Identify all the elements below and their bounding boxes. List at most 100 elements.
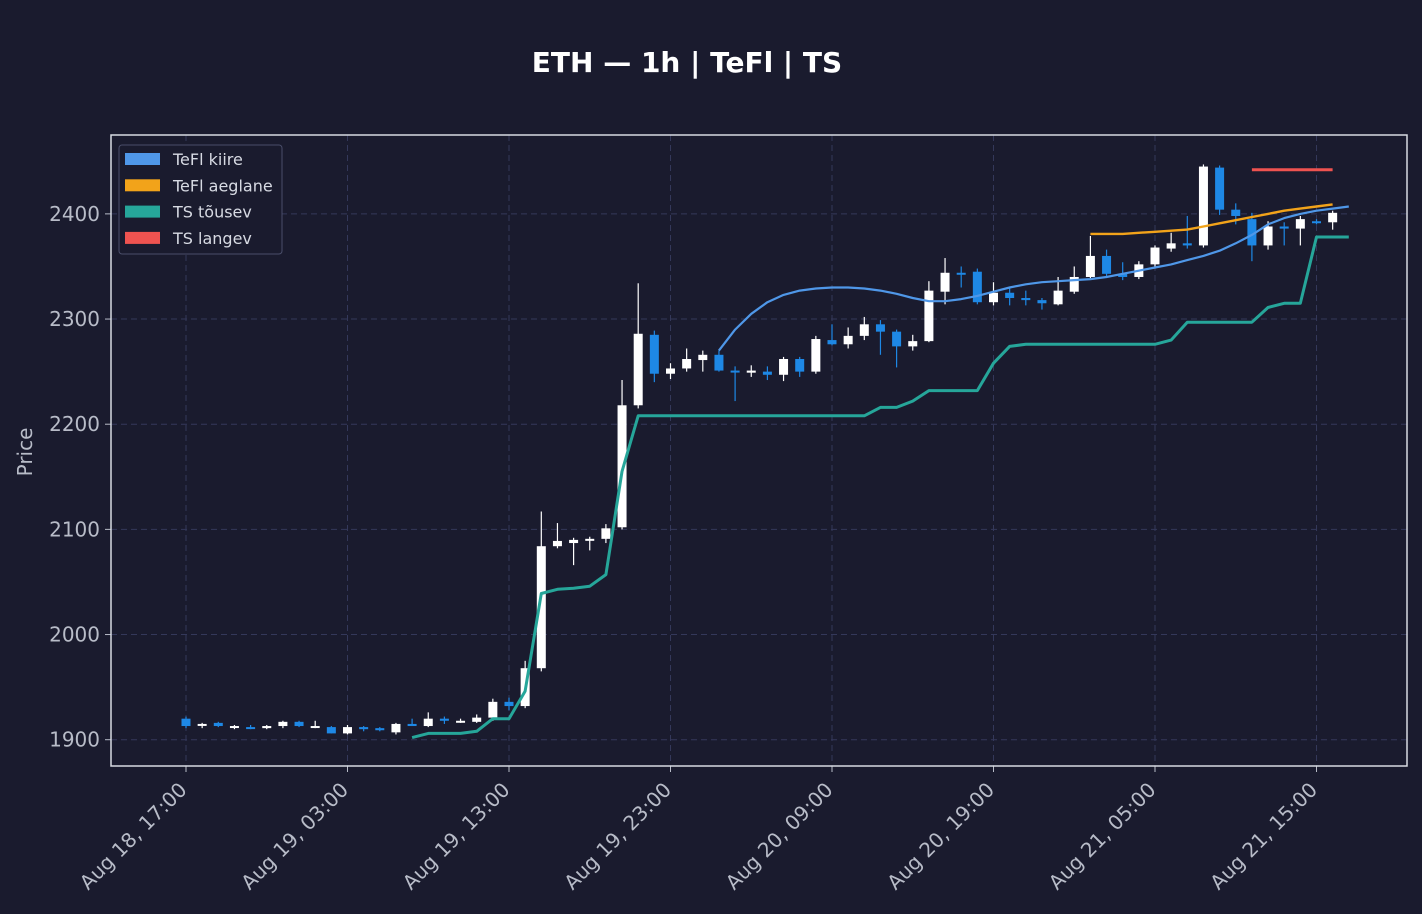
candle-body [827, 340, 837, 345]
legend-label: TS tõusev [172, 203, 252, 222]
candle-body [1295, 219, 1305, 229]
candle [1085, 235, 1095, 279]
candle-body [601, 528, 611, 539]
candle-body [875, 324, 885, 332]
candle-body [197, 723, 207, 726]
candle [1166, 232, 1176, 252]
candle-body [229, 726, 239, 729]
candle [617, 380, 627, 530]
ts-up-line [411, 235, 1349, 740]
candle-body [456, 720, 466, 723]
candle [504, 697, 514, 711]
candle [859, 316, 869, 341]
y-tick-label: 2100 [49, 517, 100, 541]
candle [1182, 215, 1192, 249]
candle-body [1247, 219, 1257, 246]
y-axis-label: Price [13, 428, 37, 477]
candle [326, 726, 336, 734]
candle-body [439, 718, 449, 721]
candle-body [1150, 247, 1160, 265]
candle-body [633, 333, 643, 406]
candle-body [682, 359, 692, 369]
x-tick-label: Aug 20, 19:00 [882, 778, 999, 895]
candle-body [246, 727, 256, 730]
x-tick-label: Aug 20, 09:00 [721, 778, 838, 895]
candle [375, 727, 385, 732]
candle [278, 720, 288, 729]
candle-body [1215, 167, 1225, 210]
x-tick-label: Aug 19, 03:00 [236, 778, 353, 895]
candle [940, 258, 950, 305]
legend-box [118, 144, 283, 255]
candle [1150, 245, 1160, 269]
candle [972, 268, 982, 305]
candle [181, 716, 191, 729]
candle [407, 718, 417, 727]
candle-body [1198, 166, 1208, 246]
y-tick-label: 2300 [49, 307, 100, 331]
candle-body [326, 727, 336, 734]
candle [1118, 262, 1128, 281]
candle-body [698, 354, 708, 361]
candle [569, 537, 579, 566]
candle-body [795, 359, 805, 372]
legend-swatch [125, 153, 160, 165]
candle [391, 722, 401, 735]
candle-body [181, 718, 191, 727]
y-tick-label: 1900 [49, 728, 100, 752]
candle-body [859, 324, 869, 336]
candle [1037, 298, 1047, 310]
candle [730, 366, 740, 402]
candle [246, 724, 256, 730]
chart-title: ETH — 1h | TeFl | TS [532, 46, 842, 79]
candle [310, 720, 320, 729]
candle [1215, 165, 1225, 215]
candle-body [1021, 298, 1031, 301]
candle [1247, 212, 1257, 262]
candle [1328, 210, 1338, 230]
candle-body [552, 540, 562, 547]
candle-body [779, 359, 789, 375]
candle-body [1118, 273, 1128, 277]
candle-body [569, 539, 579, 544]
x-tick-label: Aug 19, 13:00 [398, 778, 515, 895]
y-tick-label: 2000 [49, 623, 100, 647]
candle [795, 356, 805, 377]
candle [875, 320, 885, 355]
candle-body [585, 538, 595, 541]
candle [827, 324, 837, 346]
candle [956, 266, 966, 288]
candle-body [407, 723, 417, 727]
candle-body [649, 334, 659, 374]
candle [779, 356, 789, 382]
indicator-lines [411, 168, 1349, 740]
candle-body [262, 726, 272, 729]
candle [1279, 222, 1289, 246]
candle [439, 716, 449, 724]
candle [585, 536, 595, 551]
y-axis: 1900 2000 2100 2200 2300 2400 [49, 202, 111, 752]
x-tick-label: Aug 18, 17:00 [75, 778, 192, 895]
candle [197, 722, 207, 729]
candle-body [714, 354, 724, 371]
candle [649, 330, 659, 383]
candle [536, 511, 546, 672]
candle [359, 726, 369, 732]
grid [111, 135, 1407, 766]
candle-body [666, 368, 675, 374]
tefl-fast-line [718, 205, 1349, 352]
candle [698, 350, 708, 372]
candle [892, 329, 902, 368]
candle [666, 363, 675, 379]
candle-body [924, 290, 934, 342]
candle-body [1312, 221, 1321, 224]
candle-body [1182, 243, 1192, 246]
candle [762, 366, 772, 381]
candle [262, 724, 272, 730]
candle-body [1053, 290, 1063, 305]
legend: TeFl kiire TeFl aeglane TS tõusev TS langev [118, 144, 283, 255]
candle [472, 714, 482, 723]
plot-frame [110, 134, 1408, 767]
candle-body [972, 271, 982, 303]
